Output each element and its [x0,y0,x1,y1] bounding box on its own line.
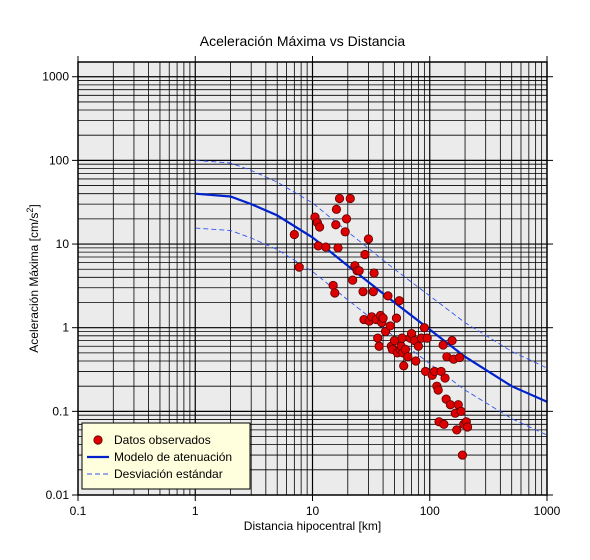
data-point [374,341,384,351]
x-tick-label: 100 [420,504,440,518]
data-point [445,400,455,410]
data-point [419,323,429,333]
data-point [422,333,432,343]
y-axis-label: Aceleración Máxima [cm/s2] [25,204,41,352]
data-point [360,249,370,260]
data-point [436,366,446,377]
y-tick-label: 1000 [42,70,69,84]
data-point [294,262,304,272]
grid [78,62,547,495]
data-point [331,220,341,230]
x-tick-label: 0.1 [70,504,87,518]
data-point [328,280,338,291]
data-point [369,268,379,278]
data-point [391,313,402,323]
legend-box [81,422,251,490]
y-tick-label: 1 [62,321,69,335]
y-tick-label: 100 [49,153,69,167]
data-point [354,266,364,276]
data-point [383,291,393,301]
x-tick-label: 1 [192,504,199,518]
data-point [399,361,409,371]
chart-title: Aceleración Máxima vs Distancia [200,33,406,49]
y-axis-label-sup: 2 [25,208,35,213]
data-point [456,406,466,416]
data-point [315,222,325,232]
data-point [457,450,468,460]
x-tick-label: 10 [306,504,320,518]
legend-label-std: Desviación estándar [114,467,223,481]
data-point [413,341,423,351]
data-point [333,243,343,253]
y-tick-label: 0.01 [46,488,70,502]
legend: Datos observados Modelo de atenuación De… [81,422,251,490]
data-point [348,275,358,285]
data-point [373,333,383,343]
y-axis-label-end: ] [27,204,41,207]
data-point [378,313,388,323]
y-tick-label: 0.1 [52,404,69,418]
data-point [439,419,449,429]
data-point [321,242,331,252]
std-lower-line [195,227,548,436]
data-point [447,336,457,346]
data-point [341,214,352,224]
data-point [452,425,462,435]
legend-marker-observed [93,435,103,445]
data-point [411,356,421,366]
data-point [394,296,404,306]
x-axis-label: Distancia hipocentral [km] [244,519,381,533]
data-point [289,229,299,240]
x-tick-label: 1000 [534,504,561,518]
data-point [340,227,350,237]
data-point [455,352,465,363]
data-point [403,352,413,362]
model-line [195,192,548,403]
data-point [345,193,355,204]
data-point [331,204,342,214]
data-point [438,340,448,350]
data-point [358,287,368,297]
data-point [440,373,450,383]
legend-label-model: Modelo de atenuación [114,450,232,464]
data-point [330,288,340,298]
data-point [397,333,407,343]
data-point [368,287,378,297]
y-axis-label-main: Aceleración Máxima [cm/s [27,213,41,353]
data-point [385,321,395,331]
data-point [334,193,345,204]
y-tick-label: 10 [56,237,70,251]
series-layer [195,159,548,460]
legend-label-observed: Datos observados [114,433,211,447]
data-point [462,422,473,432]
data-point [313,241,323,251]
data-point [363,234,374,244]
data-point [433,385,443,395]
